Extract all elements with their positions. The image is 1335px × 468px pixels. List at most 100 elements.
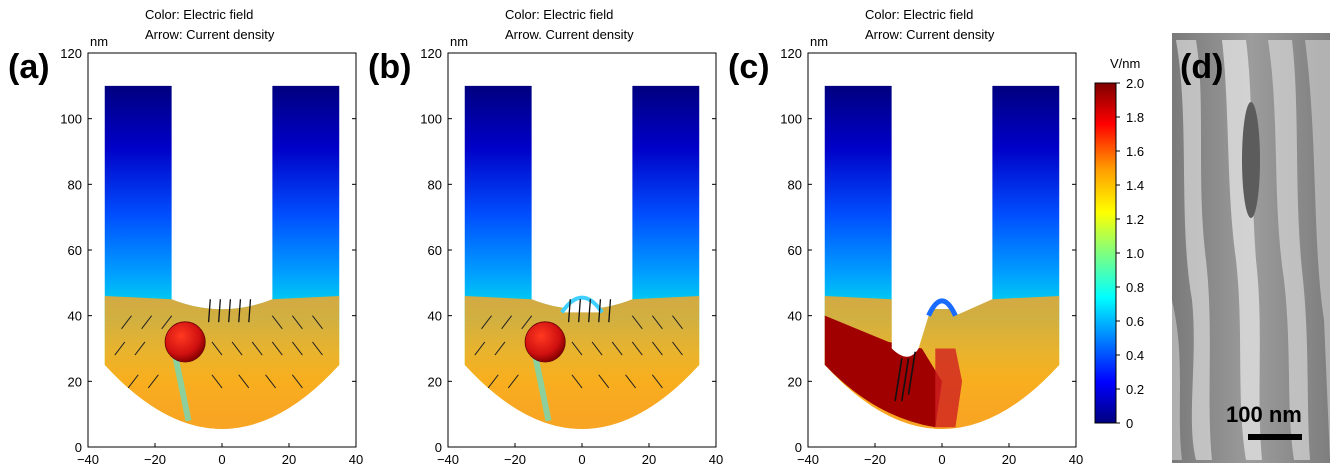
- colorbar-tick-label: 1.6: [1126, 144, 1144, 159]
- current-arrow: [608, 299, 612, 323]
- low-field-stripe: [172, 354, 192, 422]
- y-tick-label: 80: [788, 177, 802, 192]
- x-tick-label: 0: [578, 452, 585, 467]
- x-tick-label: −40: [797, 452, 819, 467]
- current-arrow: [147, 374, 159, 389]
- current-arrow: [238, 374, 250, 389]
- y-tick-label: 80: [428, 177, 442, 192]
- current-arrow: [651, 341, 663, 356]
- current-arrow: [901, 358, 910, 402]
- y-tick-label: 100: [420, 112, 442, 127]
- bump-edge: [926, 298, 958, 317]
- current-arrow: [312, 315, 323, 330]
- current-arrow: [141, 315, 153, 330]
- current-arrow: [631, 341, 643, 356]
- colorbar-tick-label: 0: [1126, 416, 1133, 431]
- current-arrow: [631, 315, 643, 330]
- panel-header-arrow: Arrow: Current density: [865, 27, 995, 42]
- y-tick-label: 40: [428, 309, 442, 324]
- current-arrow: [501, 315, 513, 330]
- y-tick-label: 120: [420, 46, 442, 61]
- bump-edge: [560, 295, 604, 314]
- current-arrow: [571, 374, 583, 389]
- scale-bar-label: 100 nm: [1226, 402, 1302, 427]
- panel-header-color: Color: Electric field: [505, 7, 613, 22]
- current-arrow: [271, 315, 283, 330]
- x-tick-label: 20: [282, 452, 296, 467]
- current-arrow: [211, 374, 223, 389]
- sem-pore: [1242, 102, 1260, 218]
- current-arrow: [571, 341, 583, 356]
- current-arrow: [578, 299, 581, 323]
- current-arrow: [588, 299, 592, 323]
- y-tick-label: 80: [68, 177, 82, 192]
- current-arrow: [271, 341, 283, 356]
- x-tick-label: 40: [709, 452, 723, 467]
- sem-column-4: [1305, 40, 1330, 460]
- current-arrow: [521, 315, 533, 330]
- current-arrow: [487, 374, 499, 389]
- current-arrow: [161, 315, 173, 330]
- panel-letter: (a): [8, 48, 50, 86]
- colorbar-gradient: [1094, 82, 1117, 424]
- colorbar-tick-label: 0.4: [1126, 348, 1144, 363]
- y-unit-label: nm: [810, 34, 828, 49]
- y-tick-label: 0: [435, 440, 442, 455]
- y-tick-label: 40: [68, 309, 82, 324]
- low-field-stripe: [532, 354, 552, 422]
- colorbar-tick-label: 1.0: [1126, 246, 1144, 261]
- sem-panel: 100 nm (d): [1172, 33, 1330, 463]
- current-arrow: [494, 341, 506, 356]
- current-arrow: [907, 351, 916, 395]
- high-field-region: [464, 295, 700, 429]
- sem-column-1: [1176, 40, 1212, 460]
- colorbar-tick-label: 1.2: [1126, 212, 1144, 227]
- etched-cavity: [891, 85, 993, 357]
- current-arrow: [127, 374, 139, 389]
- current-arrow: [481, 315, 492, 330]
- y-unit-label: nm: [450, 34, 468, 49]
- nanoparticle: [524, 321, 566, 363]
- current-arrow: [238, 299, 242, 323]
- panel-header-color: Color: Electric field: [865, 7, 973, 22]
- current-arrow: [218, 299, 221, 323]
- panel-letter-d: (d): [1180, 48, 1223, 86]
- y-tick-label: 100: [780, 112, 802, 127]
- nanoparticle: [164, 321, 206, 363]
- panel-letter: (b): [368, 48, 411, 86]
- x-tick-label: 0: [938, 452, 945, 467]
- sem-column-2: [1222, 40, 1262, 460]
- current-arrow: [291, 341, 303, 356]
- colorbar-tick-label: 1.8: [1126, 110, 1144, 125]
- colorbar: V/nm 2.0 1.8 1.6 1.4 1.2 1.0 0.8 0.6 0.4 0.2 0: [1094, 56, 1144, 431]
- y-tick-label: 120: [60, 46, 82, 61]
- pore-interior: [531, 85, 633, 310]
- high-field-region: [104, 295, 340, 429]
- panel-letter: (c): [728, 48, 770, 86]
- x-tick-label: −40: [437, 452, 459, 467]
- x-tick-label: 20: [1002, 452, 1016, 467]
- scale-bar: [1248, 434, 1302, 440]
- current-arrow: [651, 315, 663, 330]
- current-arrow: [291, 315, 303, 330]
- y-tick-label: 20: [788, 374, 802, 389]
- current-arrow: [248, 299, 252, 323]
- x-tick-label: −40: [77, 452, 99, 467]
- sem-column-5: [1172, 300, 1182, 460]
- x-tick-label: 40: [349, 452, 363, 467]
- current-arrow: [312, 341, 323, 356]
- current-arrow: [114, 341, 126, 356]
- y-unit-label: nm: [90, 34, 108, 49]
- x-tick-label: 0: [218, 452, 225, 467]
- current-arrow: [567, 299, 571, 323]
- x-tick-label: 20: [642, 452, 656, 467]
- current-arrow: [265, 374, 276, 389]
- current-arrow: [228, 299, 232, 323]
- colorbar-tick-label: 1.4: [1126, 178, 1144, 193]
- current-arrow: [651, 374, 663, 389]
- current-arrow: [894, 358, 903, 402]
- x-tick-label: −20: [864, 452, 886, 467]
- y-tick-label: 60: [68, 243, 82, 258]
- y-tick-label: 120: [780, 46, 802, 61]
